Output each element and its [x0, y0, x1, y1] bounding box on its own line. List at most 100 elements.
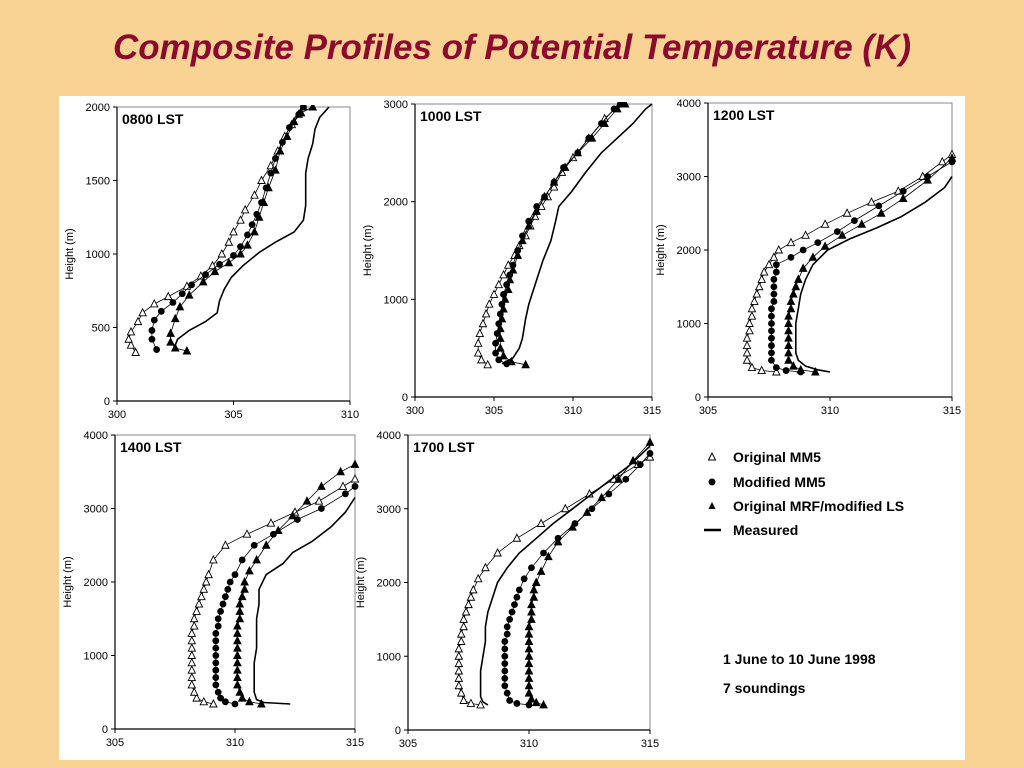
data-point	[192, 693, 201, 702]
series-layer	[473, 102, 653, 369]
data-point	[540, 549, 547, 557]
data-point	[217, 608, 225, 615]
data-point	[216, 260, 223, 268]
series-line	[172, 106, 330, 352]
data-point	[754, 281, 764, 291]
data-point	[288, 510, 297, 520]
data-point	[261, 540, 271, 549]
data-point	[501, 652, 509, 660]
x-tick-label: 315	[641, 738, 659, 750]
data-point	[199, 584, 209, 593]
data-point	[273, 525, 283, 534]
data-point	[499, 269, 508, 279]
data-point	[770, 290, 778, 298]
data-point	[212, 652, 220, 659]
data-point	[189, 687, 199, 696]
data-point	[233, 643, 242, 652]
y-axis-label: Height (m)	[64, 228, 76, 279]
data-point	[503, 630, 511, 638]
series-line	[495, 103, 621, 365]
data-point	[600, 118, 609, 127]
data-point	[513, 250, 523, 259]
data-point	[231, 700, 239, 708]
charts-layer: 0 500 1000 1500 2000 300 305 310 Height (m) 0800 …	[62, 98, 961, 750]
data-point	[252, 554, 261, 564]
data-point	[473, 573, 483, 583]
data-point	[796, 364, 806, 374]
data-point	[166, 328, 175, 337]
series-line	[528, 442, 651, 706]
data-point	[508, 265, 518, 274]
series-line	[458, 456, 651, 706]
data-point	[212, 666, 220, 674]
data-point	[192, 606, 201, 615]
data-point	[597, 492, 606, 502]
y-tick-label: 0	[695, 392, 701, 404]
data-point	[300, 105, 307, 111]
data-point	[150, 316, 158, 324]
data-point	[282, 131, 292, 140]
plot-frame	[414, 103, 653, 398]
data-point	[188, 281, 195, 289]
series-line	[501, 103, 653, 365]
data-point	[236, 249, 245, 258]
y-tick-label: 4000	[84, 430, 108, 442]
data-point	[560, 162, 570, 171]
series-original-mrf-modified-ls	[495, 102, 630, 369]
data-point	[525, 701, 533, 709]
data-point	[529, 592, 539, 601]
data-point	[236, 215, 245, 224]
y-tick-label: 1000	[86, 249, 110, 261]
y-tick-label: 2000	[377, 578, 401, 590]
data-point	[221, 540, 230, 549]
notes: 1 June to 10 June 1998 7 soundings	[723, 651, 876, 696]
data-point	[212, 630, 220, 637]
legend-item-modified-mm5: Modified MM5	[708, 474, 826, 490]
y-tick-label: 4000	[377, 430, 401, 442]
data-point	[464, 599, 473, 609]
data-point	[454, 643, 464, 653]
data-point	[811, 367, 820, 376]
data-point	[231, 571, 239, 579]
data-point	[202, 271, 209, 278]
data-point	[768, 312, 775, 320]
data-point	[473, 338, 483, 347]
data-point	[481, 562, 490, 572]
data-point	[899, 187, 907, 195]
y-tick-label: 2000	[677, 245, 701, 257]
x-tick-label: 315	[346, 737, 364, 749]
data-point	[757, 365, 767, 374]
y-tick-label: 1000	[677, 319, 701, 331]
data-point	[875, 202, 883, 210]
data-point	[336, 466, 345, 476]
data-point	[745, 318, 754, 327]
data-point	[524, 673, 534, 682]
data-point	[833, 228, 841, 236]
data-point	[499, 304, 508, 313]
y-tick-label: 2000	[84, 577, 108, 589]
x-tick-label: 300	[406, 405, 424, 417]
x-tick-label: 300	[108, 409, 126, 421]
data-point	[786, 296, 796, 305]
data-point	[759, 267, 769, 276]
data-point	[524, 651, 534, 660]
y-tick-label: 1000	[384, 294, 408, 306]
data-point	[189, 613, 199, 623]
data-point	[214, 622, 222, 630]
data-point	[770, 276, 778, 283]
data-point	[153, 346, 161, 353]
data-point	[532, 206, 541, 215]
data-point	[493, 548, 502, 557]
data-point	[549, 182, 559, 191]
data-point	[233, 650, 242, 659]
data-point	[544, 551, 553, 561]
data-point	[527, 607, 536, 616]
series-modified-mm5	[501, 450, 654, 709]
data-point	[497, 313, 507, 323]
data-point	[787, 253, 795, 261]
data-point	[240, 577, 249, 586]
date-range-note: 1 June to 10 June 1998	[723, 651, 876, 667]
series-original-mm5	[187, 474, 360, 708]
data-point	[511, 601, 518, 609]
data-point	[466, 592, 476, 601]
